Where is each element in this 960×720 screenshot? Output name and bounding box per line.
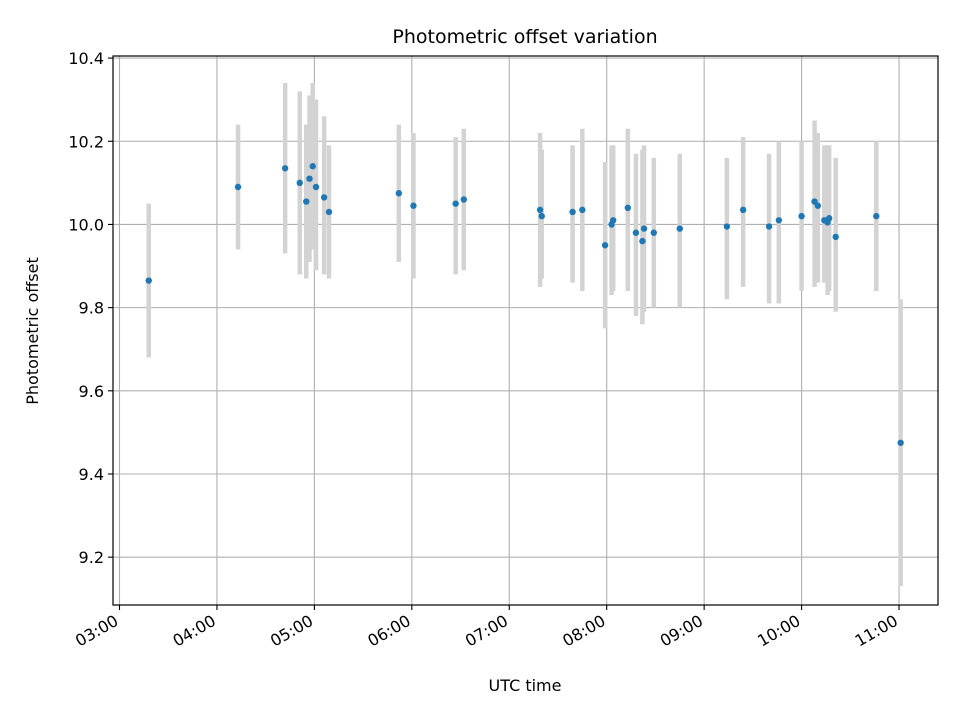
- data-point: [460, 196, 467, 203]
- data-point: [281, 165, 289, 172]
- data-point: [312, 183, 320, 191]
- y-tick-label: 10.4: [68, 49, 104, 68]
- data-point: [306, 175, 313, 182]
- data-point: [814, 202, 822, 209]
- data-point: [639, 237, 646, 245]
- data-point: [650, 229, 657, 236]
- data-point: [410, 202, 417, 209]
- y-tick-label: 9.4: [79, 465, 104, 484]
- data-point: [624, 204, 632, 212]
- data-point: [640, 225, 648, 232]
- data-point: [723, 223, 731, 230]
- data-point: [303, 198, 310, 205]
- data-point: [798, 212, 805, 220]
- data-point: [609, 217, 617, 224]
- data-point: [536, 206, 544, 214]
- data-point: [395, 190, 403, 197]
- data-point: [145, 277, 152, 284]
- plot-frame: [112, 55, 939, 606]
- data-point: [873, 212, 880, 220]
- data-point: [234, 183, 242, 191]
- data-point: [765, 223, 773, 230]
- data-point: [632, 229, 640, 236]
- y-tick-label: 10.0: [68, 215, 104, 234]
- y-tick-label: 9.6: [79, 382, 104, 401]
- y-axis-label: Photometric offset: [23, 257, 42, 405]
- data-point: [676, 225, 683, 232]
- chart-title: Photometric offset variation: [392, 26, 657, 48]
- y-tick-label: 9.2: [79, 548, 104, 567]
- y-tick-label: 9.8: [79, 299, 104, 318]
- data-point: [538, 212, 545, 220]
- data-point: [897, 439, 904, 446]
- data-point: [601, 242, 609, 249]
- data-point: [739, 206, 747, 214]
- data-point: [325, 208, 333, 216]
- data-point: [825, 215, 833, 222]
- data-point: [569, 208, 576, 216]
- data-point: [452, 200, 459, 207]
- data-point: [309, 163, 316, 170]
- data-point: [775, 217, 783, 224]
- data-point: [296, 179, 303, 187]
- data-point: [832, 233, 839, 241]
- data-point: [320, 194, 328, 201]
- y-axis-ticks: 9.2 9.4 9.6 9.8 10.0 10.2 10.4: [68, 49, 113, 567]
- x-axis-label: UTC time: [489, 676, 562, 695]
- data-point: [579, 206, 586, 214]
- data-points: [145, 163, 904, 446]
- y-tick-label: 10.2: [68, 132, 104, 151]
